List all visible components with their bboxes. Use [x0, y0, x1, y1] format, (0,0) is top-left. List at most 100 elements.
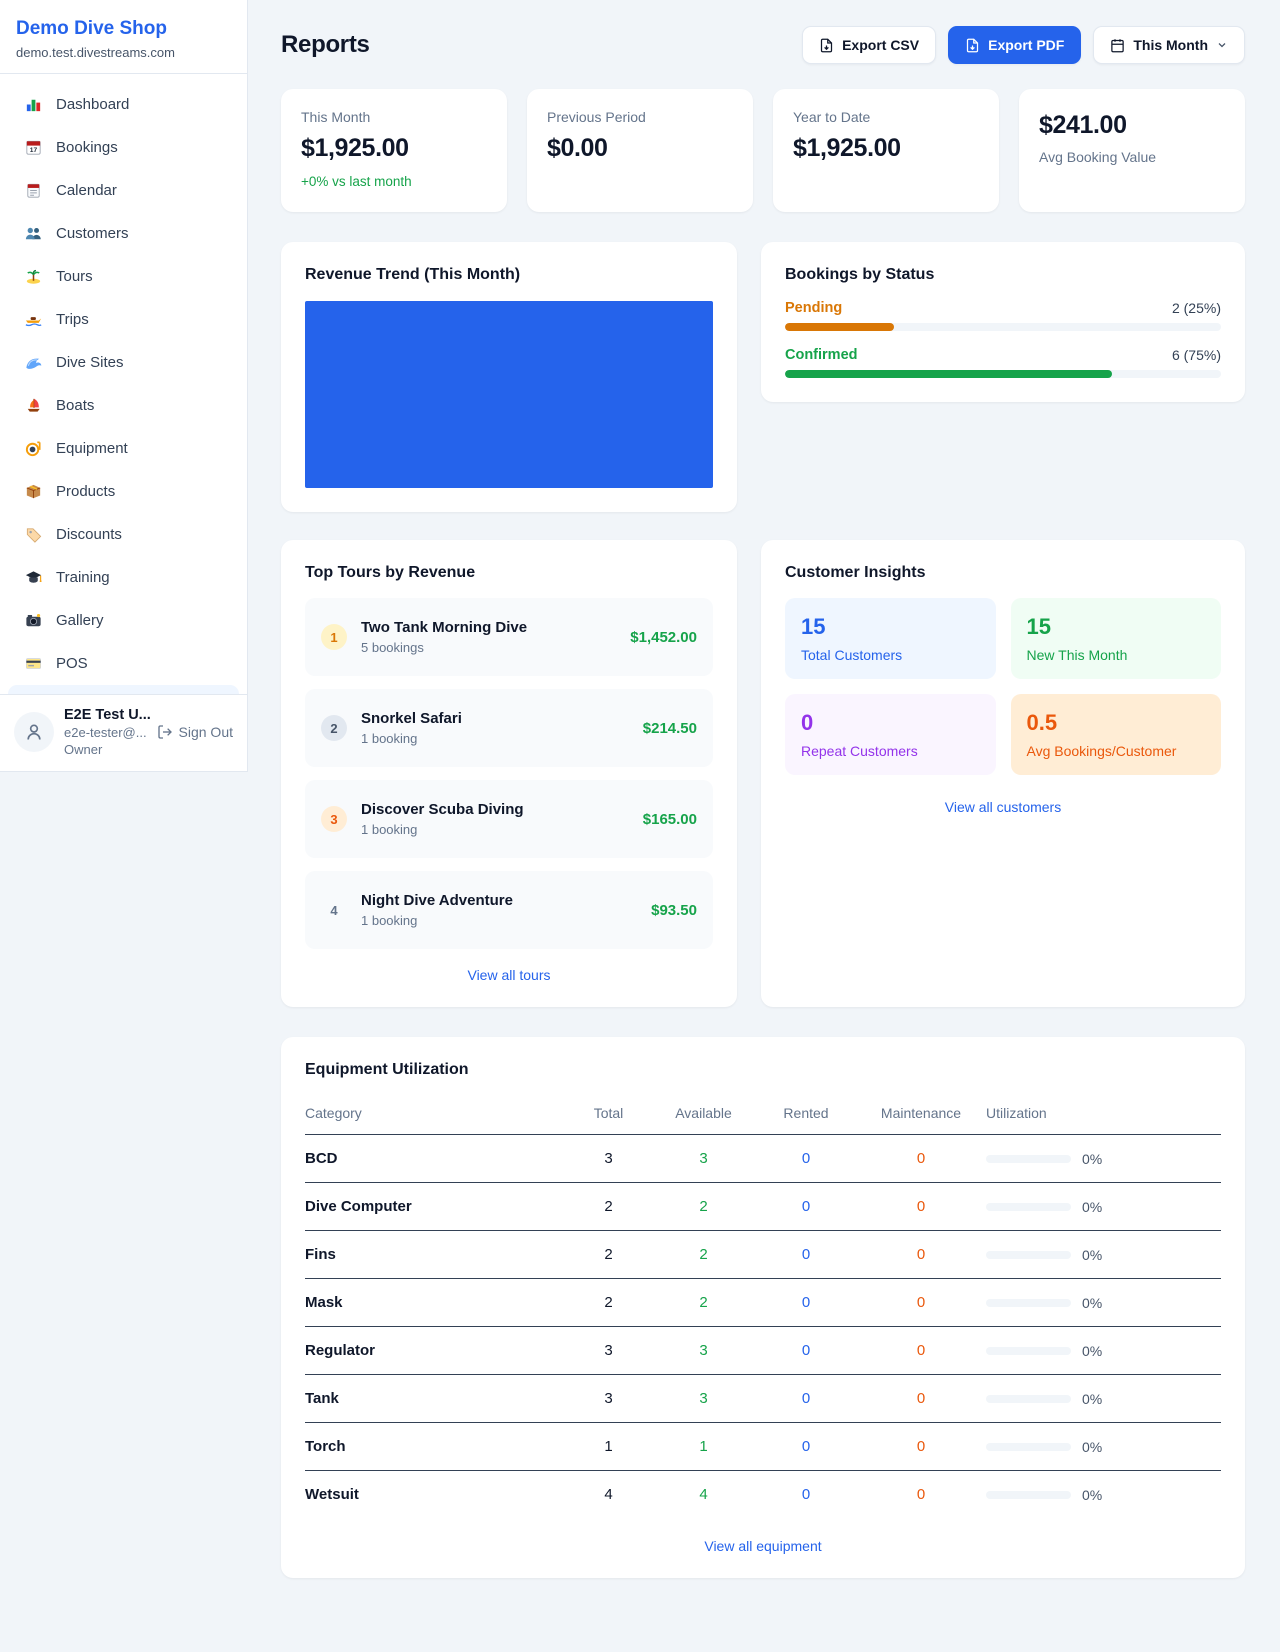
col-maintenance: Maintenance — [856, 1093, 986, 1135]
tile-value: 15 — [1026, 614, 1051, 639]
user-name: E2E Test U... — [64, 707, 151, 723]
sidebar-active-item-stub[interactable] — [8, 685, 239, 694]
charts-row: Revenue Trend (This Month) Bookings by S… — [281, 242, 1245, 512]
revenue-trend-card: Revenue Trend (This Month) — [281, 242, 737, 512]
tour-name: Two Tank Morning Dive — [361, 619, 528, 636]
sidebar-item-discounts[interactable]: Discounts — [8, 513, 239, 556]
sidebar-item-products[interactable]: Products — [8, 470, 239, 513]
status-label: Confirmed — [785, 347, 858, 363]
stat-value: $0.00 — [547, 134, 608, 162]
sidebar-item-bookings[interactable]: 17 Bookings — [8, 126, 239, 169]
sidebar-nav: Dashboard 17 Bookings Calendar Customers… — [0, 74, 247, 694]
sign-out-label: Sign Out — [178, 724, 233, 740]
status-row-confirmed: Confirmed 6 (75%) — [785, 347, 1221, 378]
sidebar-item-training[interactable]: Training — [8, 556, 239, 599]
file-down-icon — [820, 38, 833, 52]
user-email: e2e-tester@... — [64, 725, 147, 740]
top-tours-card: Top Tours by Revenue 1 Two Tank Morning … — [281, 540, 737, 1007]
rank-badge: 3 — [321, 806, 347, 832]
tile-label: Total Customers — [801, 647, 903, 663]
export-csv-button[interactable]: Export CSV — [802, 26, 937, 64]
sidebar-item-label: Dive Sites — [56, 354, 124, 371]
stat-card-this-month: This Month $1,925.00 +0% vs last month — [281, 89, 507, 212]
sidebar-item-dive-sites[interactable]: Dive Sites — [8, 341, 239, 384]
sidebar-item-tours[interactable]: Tours — [8, 255, 239, 298]
stat-value: $241.00 — [1039, 111, 1127, 139]
dive-mask-icon — [25, 441, 41, 457]
brand-block: Demo Dive Shop demo.test.divestreams.com — [0, 0, 247, 74]
sidebar-item-boats[interactable]: Boats — [8, 384, 239, 427]
tour-list: 1 Two Tank Morning Dive 5 bookings $1,45… — [305, 598, 713, 949]
utilization-bar — [986, 1298, 1071, 1307]
tour-revenue: $1,452.00 — [630, 628, 697, 646]
period-select[interactable]: This Month — [1093, 26, 1245, 64]
sidebar-item-equipment[interactable]: Equipment — [8, 427, 239, 470]
view-all-equipment-link[interactable]: View all equipment — [704, 1538, 822, 1554]
tour-name: Discover Scuba Diving — [361, 801, 524, 818]
sidebar-item-calendar[interactable]: Calendar — [8, 169, 239, 212]
tour-name: Snorkel Safari — [361, 710, 462, 727]
sidebar-item-label: Discounts — [56, 526, 122, 543]
stat-value: $1,925.00 — [793, 134, 901, 162]
sidebar-item-label: Trips — [56, 311, 89, 328]
progress-fill — [785, 370, 1112, 378]
stat-label: Year to Date — [793, 109, 871, 125]
equipment-utilization-title: Equipment Utilization — [305, 1061, 469, 1078]
tile-value: 15 — [801, 614, 826, 639]
tour-bookings: 1 booking — [361, 731, 418, 746]
status-value: 2 (25%) — [1171, 300, 1221, 316]
tour-revenue: $165.00 — [642, 810, 697, 828]
user-icon — [27, 724, 41, 740]
stat-card-year-to-date: Year to Date $1,925.00 — [773, 89, 999, 212]
bar-chart-icon — [26, 99, 41, 112]
view-all-customers-link[interactable]: View all customers — [944, 799, 1062, 815]
utilization-bar — [986, 1154, 1071, 1163]
col-rented: Rented — [756, 1093, 856, 1135]
export-pdf-label: Export PDF — [988, 37, 1065, 53]
page-header: Reports Export CSV Export PDF This Month — [281, 26, 1245, 64]
utilization-bar — [986, 1250, 1071, 1259]
stat-card-previous-period: Previous Period $0.00 — [527, 89, 753, 212]
sidebar-item-label: Boats — [56, 397, 95, 414]
status-label: Pending — [785, 300, 843, 316]
sidebar-item-dashboard[interactable]: Dashboard — [8, 83, 239, 126]
sidebar-item-customers[interactable]: Customers — [8, 212, 239, 255]
table-header-row: Category Total Available Rented Maintena… — [305, 1093, 1221, 1135]
stat-label: Previous Period — [547, 109, 646, 125]
wave-icon — [26, 358, 42, 369]
stat-card-avg-booking-value: $241.00 Avg Booking Value — [1019, 89, 1245, 212]
customer-insights-card: Customer Insights 15 Total Customers 15 … — [761, 540, 1245, 1007]
tile-label: New This Month — [1026, 647, 1128, 663]
insights-row: Top Tours by Revenue 1 Two Tank Morning … — [281, 540, 1245, 1007]
utilization-bar — [986, 1490, 1071, 1499]
sidebar-item-pos[interactable]: POS — [8, 642, 239, 685]
grad-cap-icon — [25, 571, 42, 583]
status-value: 6 (75%) — [1171, 347, 1221, 363]
rank-badge: 1 — [321, 624, 347, 650]
equipment-table: Category Total Available Rented Maintena… — [305, 1093, 1221, 1518]
sidebar-item-label: Products — [56, 483, 116, 500]
sidebar-item-label: Tours — [56, 268, 93, 285]
sign-out-button[interactable]: Sign Out — [157, 724, 233, 740]
insight-tiles: 15 Total Customers 15 New This Month 0 R… — [785, 598, 1221, 775]
tour-bookings: 5 bookings — [361, 640, 424, 655]
tile-repeat-customers: 0 Repeat Customers — [785, 694, 996, 775]
sidebar-item-trips[interactable]: Trips — [8, 298, 239, 341]
tour-revenue: $214.50 — [642, 719, 697, 737]
rank-badge: 4 — [330, 902, 338, 918]
progress-fill — [785, 323, 894, 331]
equipment-utilization-card: Equipment Utilization Category Total Ava… — [281, 1037, 1245, 1578]
utilization-bar — [986, 1202, 1071, 1211]
stat-delta: +0% vs last month — [301, 174, 412, 189]
sidebar-item-label: Equipment — [56, 440, 128, 457]
view-all-tours-link[interactable]: View all tours — [467, 967, 551, 983]
export-pdf-button[interactable]: Export PDF — [948, 26, 1082, 64]
sidebar-item-gallery[interactable]: Gallery — [8, 599, 239, 642]
tile-new-this-month: 15 New This Month — [1010, 598, 1221, 679]
tour-bookings: 1 booking — [361, 822, 418, 837]
